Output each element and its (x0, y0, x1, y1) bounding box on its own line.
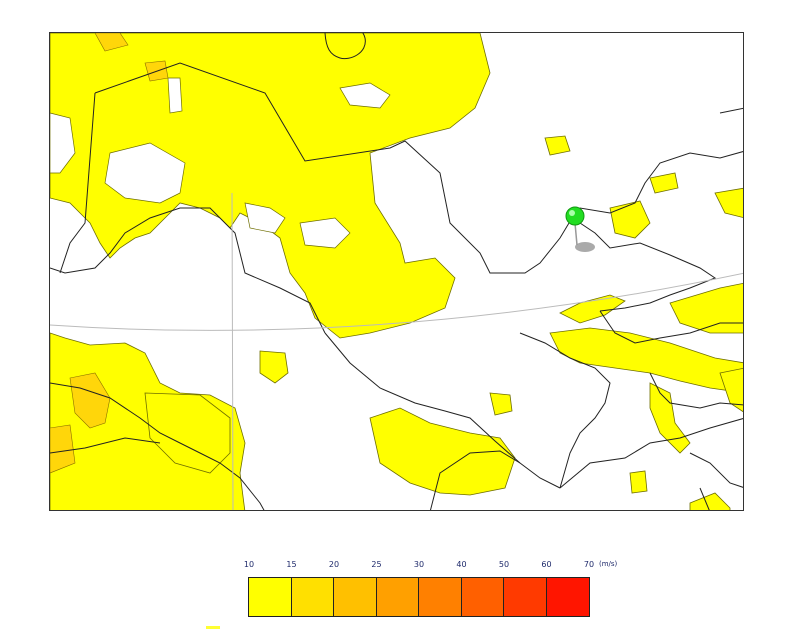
legend-swatch (334, 578, 377, 616)
wind-field-area (544, 135, 571, 156)
stronger-wind-patches (50, 33, 169, 474)
border-line (50, 207, 326, 334)
decorative-speck (206, 626, 220, 629)
marker-shadow (575, 242, 595, 252)
legend-swatch (376, 578, 419, 616)
marker-pin-stem (574, 222, 578, 246)
wind-speed-map[interactable] (49, 32, 744, 511)
country-borders (50, 33, 743, 510)
calm-gap (299, 217, 351, 249)
stronger-wind-patch (50, 424, 76, 474)
location-marker[interactable] (565, 206, 595, 252)
wind-field-area (50, 33, 491, 339)
border-line (689, 452, 743, 488)
graticule-meridian (231, 192, 234, 510)
legend-swatch (461, 578, 504, 616)
calm-gap (104, 142, 186, 204)
legend-tick-label: 60 (541, 560, 552, 569)
border-line (519, 332, 611, 489)
calm-gap (244, 202, 286, 234)
border-line (571, 151, 743, 219)
legend-swatch (546, 578, 589, 616)
legend-swatch (249, 578, 292, 616)
graticule-parallel (50, 272, 743, 331)
legend-tick-label: 10 (243, 560, 255, 569)
legend-tick-label: 20 (328, 560, 340, 569)
border-line (579, 222, 717, 312)
border-line (649, 372, 743, 409)
calm-gap (167, 77, 183, 114)
wind-field-area (369, 407, 516, 496)
border-line (599, 310, 743, 344)
wind-field-area (549, 327, 743, 394)
wind-field-area (649, 382, 691, 454)
border-line (559, 418, 743, 489)
border-line (94, 62, 573, 274)
stronger-wind-patch (69, 372, 111, 429)
legend-tick-label: 25 (371, 560, 382, 569)
calm-gap (50, 112, 76, 174)
legend-swatch (419, 578, 462, 616)
border-line (59, 92, 96, 274)
wind-field-area (259, 350, 289, 384)
wind-field-area (719, 367, 743, 413)
border-line (50, 437, 161, 454)
legend-tick-label: 40 (456, 560, 467, 569)
graticule (50, 192, 743, 510)
color-scale-legend: 10 15 20 25 30 40 50 60 70 (m/s) (243, 560, 617, 624)
border-line (324, 332, 561, 489)
legend-color-bar (248, 577, 590, 617)
legend-unit-label: (m/s) (599, 560, 618, 568)
wind-field-areas (50, 33, 743, 510)
legend-tick-label: 30 (413, 560, 425, 569)
marker-pin-highlight (569, 210, 575, 216)
border-line (429, 450, 521, 510)
legend-tick-label: 15 (286, 560, 297, 569)
border-line (324, 33, 366, 60)
legend-tick-label: 70 (583, 560, 595, 569)
wind-field-area (649, 172, 679, 194)
border-line (50, 382, 265, 510)
wind-field-area (669, 282, 743, 334)
wind-field-area (714, 187, 743, 218)
wind-field-area (489, 392, 513, 416)
legend-tick-label: 50 (498, 560, 510, 569)
marker-pin-head (565, 206, 585, 226)
stronger-wind-patch (94, 33, 129, 52)
wind-field-area (609, 200, 651, 239)
calm-gap (339, 82, 391, 109)
wind-field-area (689, 492, 731, 510)
legend-swatch (504, 578, 547, 616)
legend-swatch (291, 578, 334, 616)
calm-gaps (50, 77, 391, 249)
wind-field-area (629, 470, 648, 494)
border-line (699, 487, 710, 510)
border-line (719, 107, 743, 114)
